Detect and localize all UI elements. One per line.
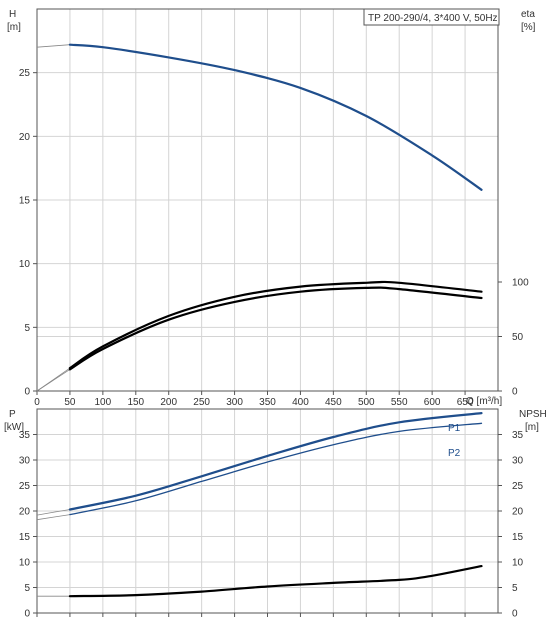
y-left-tick-label: 15 [19, 196, 31, 207]
x-tick-label: 50 [64, 397, 76, 408]
series-extrapolated-segment [36, 509, 70, 516]
x-tick-label: 100 [95, 397, 112, 408]
series-line-eta-inner [68, 286, 483, 371]
series-extrapolated-segment [36, 367, 71, 392]
series-line-p2 [69, 422, 483, 516]
legend-p2: P2 [448, 448, 461, 459]
y-left-tick-label: 30 [19, 456, 31, 467]
y-right-tick-label: 25 [512, 481, 524, 492]
y-left-tick-label: 10 [19, 558, 31, 569]
x-tick-label: 300 [226, 397, 243, 408]
y-left-tick-label: 5 [24, 583, 30, 594]
x-tick-label: 400 [292, 397, 309, 408]
x-tick-label: 350 [259, 397, 276, 408]
power-npsh-panel: 0 5 10 15 20 25 30 35 0 5 10 15 20 25 30 35 [19, 408, 524, 620]
h-axis-unit: [m] [7, 22, 21, 33]
title-box [363, 8, 500, 26]
y-left-tick-label: 10 [19, 259, 31, 270]
x-tick-label: 250 [193, 397, 210, 408]
y-right-tick-label: 15 [512, 532, 524, 543]
y-right-tick-label: 35 [512, 430, 524, 441]
series-line-eta-outer [68, 280, 483, 370]
eta-axis-label: eta [521, 9, 535, 20]
y-right-tick-label: 5 [512, 583, 518, 594]
eta-axis-unit: [%] [521, 22, 536, 33]
x-tick-label: 200 [160, 397, 177, 408]
npsh-axis-label: NPSH [519, 409, 547, 420]
y-left-tick-label: 5 [24, 323, 30, 334]
q-axis-label: Q [m³/h] [466, 396, 502, 407]
x-tick-label: 0 [34, 397, 40, 408]
npsh-axis-unit: [m] [525, 422, 539, 433]
chart-title: TP 200-290/4, 3*400 V, 50Hz [368, 13, 498, 24]
x-tick-label: 600 [424, 397, 441, 408]
legend-p1: P1 [448, 423, 461, 434]
y-left-tick-label: 25 [19, 68, 31, 79]
y-left-tick-label: 20 [19, 132, 31, 143]
series-extrapolated-segment [36, 514, 70, 521]
h-axis-label: H [9, 9, 16, 20]
y-right-tick-label: 100 [512, 278, 529, 289]
y-right-tick-label: 20 [512, 507, 524, 518]
y-left-tick-label: 0 [24, 609, 30, 620]
series-line-head [68, 43, 483, 191]
y-right-tick-label: 0 [512, 387, 518, 398]
series-line-npsh [68, 565, 483, 598]
y-left-tick-label: 25 [19, 481, 31, 492]
p-axis-label: P [9, 409, 16, 420]
x-tick-label: 150 [127, 397, 144, 408]
y-left-tick-label: 20 [19, 507, 31, 518]
p-axis-unit: [kW] [4, 422, 24, 433]
y-right-tick-label: 50 [512, 332, 524, 343]
y-right-tick-label: 0 [512, 609, 518, 620]
x-tick-label: 550 [391, 397, 408, 408]
y-right-tick-label: 10 [512, 558, 524, 569]
x-tick-label: 650 [457, 397, 474, 408]
y-right-tick-label: 30 [512, 456, 524, 467]
x-tick-label: 500 [358, 397, 375, 408]
y-left-tick-label: 15 [19, 532, 31, 543]
x-tick-label: 450 [325, 397, 342, 408]
y-left-tick-label: 35 [19, 430, 31, 441]
series-extrapolated-segment [36, 44, 70, 48]
series-line-p1 [68, 412, 483, 511]
y-left-tick-label: 0 [24, 387, 30, 398]
